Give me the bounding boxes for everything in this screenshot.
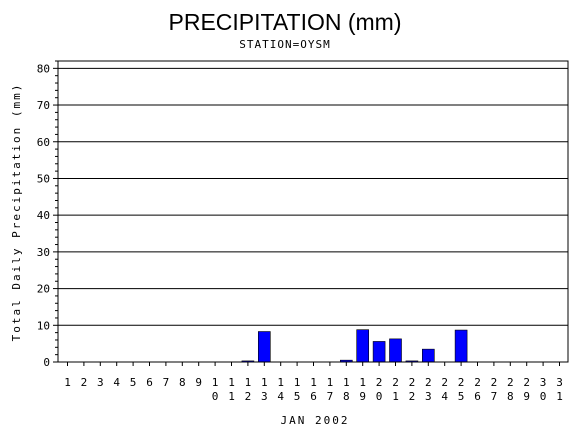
plot-frame [57, 60, 569, 363]
x-tick-label: 3 [97, 376, 104, 389]
x-tick-label: 1 [64, 376, 71, 389]
chart-title: PRECIPITATION (mm) [169, 9, 402, 35]
y-tick-label: 30 [37, 246, 50, 259]
x-tick-label: 9 [195, 376, 202, 389]
y-axis: 0 10 20 30 40 50 60 70 80 [37, 60, 58, 369]
y-tick-label: 80 [37, 62, 50, 75]
x-tick-label: 7 [163, 376, 170, 389]
y-tick-label: 10 [37, 319, 50, 332]
x-tick-label: 8 [179, 376, 186, 389]
y-tick-label: 40 [37, 209, 50, 222]
x-tick-label: 2 [81, 376, 88, 389]
x-tick-label: 6 [146, 376, 153, 389]
bar-day-20 [372, 341, 386, 363]
bar-day-19 [356, 329, 370, 363]
y-tick-label: 70 [37, 99, 50, 112]
y-tick-label: 50 [37, 172, 50, 185]
bar-day-21 [389, 338, 402, 363]
bars [241, 329, 468, 363]
bar-day-23 [421, 348, 435, 363]
chart-subtitle: STATION=OYSM [239, 38, 330, 51]
y-tick-label: 20 [37, 283, 50, 296]
x-tick-label: 4 [113, 376, 120, 389]
y-tick-label: 0 [43, 356, 50, 369]
x-axis-label: JAN 2002 [281, 414, 350, 427]
y-axis-label: Total Daily Precipitation (mm) [10, 83, 23, 342]
bar-day-25 [454, 329, 468, 363]
gridlines [58, 67, 568, 326]
bar-day-13 [257, 331, 271, 363]
x-tick-label: 5 [130, 376, 137, 389]
x-axis: 1 2 3 4 5 6 7 8 9 1 01 11 21 31 41 51 61 71 81 92 02 12 22 32 42… [64, 362, 563, 403]
y-tick-label: 60 [37, 136, 50, 149]
